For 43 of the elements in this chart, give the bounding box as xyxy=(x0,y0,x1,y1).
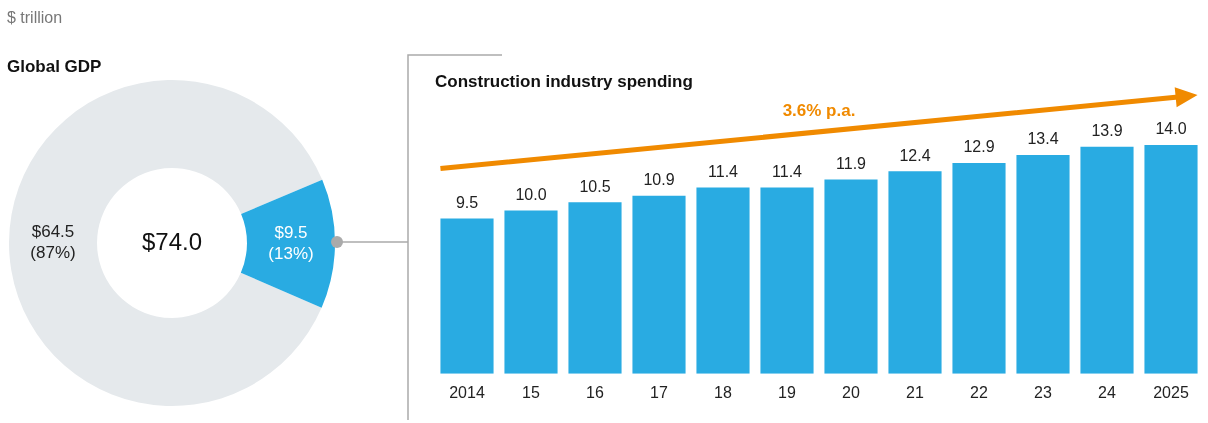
x-tick-label: 18 xyxy=(714,383,732,401)
x-tick-label: 2025 xyxy=(1153,383,1189,401)
text: $74.0 xyxy=(141,227,203,255)
x-tick-label: 16 xyxy=(586,383,604,401)
chart-title: Global GDP xyxy=(7,57,102,77)
x-tick-label: 23 xyxy=(1034,383,1052,401)
text: 3.6% p.a. xyxy=(782,101,856,121)
bar xyxy=(696,187,750,374)
chart-subtitle: $ trillion xyxy=(7,9,63,27)
data-label: 11.4 xyxy=(772,162,803,180)
bar xyxy=(952,163,1006,374)
data-label: 10.5 xyxy=(579,177,611,195)
data-label: 13.4 xyxy=(1027,130,1059,148)
bar xyxy=(1080,146,1134,374)
bar xyxy=(568,202,622,374)
x-tick-label: 22 xyxy=(970,383,988,401)
x-tick-label: 20 xyxy=(842,383,860,401)
data-label: 11.4 xyxy=(708,162,739,180)
data-label: 9.5 xyxy=(455,194,479,211)
x-tick-label: 21 xyxy=(906,383,924,401)
chart-title: Construction industry spending xyxy=(435,71,693,91)
x-tick-label: 15 xyxy=(522,383,540,401)
data-label: 14.0 xyxy=(1155,120,1187,138)
bar xyxy=(760,187,814,374)
data-label: 11.9 xyxy=(836,154,867,172)
data-label: 10.0 xyxy=(515,185,547,203)
bar xyxy=(824,179,878,374)
bar xyxy=(888,171,942,374)
data-label: 13.9 xyxy=(1091,122,1123,140)
bar xyxy=(1016,154,1070,374)
x-tick-label: 24 xyxy=(1098,383,1116,401)
data-label: $64.5 (87%) xyxy=(30,221,76,262)
x-tick-label: 2014 xyxy=(449,383,485,401)
data-label: 12.4 xyxy=(899,146,931,164)
bar xyxy=(1144,145,1198,374)
x-tick-label: 19 xyxy=(778,383,796,401)
bar xyxy=(632,195,686,374)
x-tick-label: 17 xyxy=(650,383,668,401)
data-label: 10.9 xyxy=(643,171,675,189)
bar xyxy=(440,218,494,374)
data-label: $9.5 (13%) xyxy=(268,222,314,263)
data-label: 12.9 xyxy=(963,138,995,156)
bar xyxy=(504,210,558,374)
